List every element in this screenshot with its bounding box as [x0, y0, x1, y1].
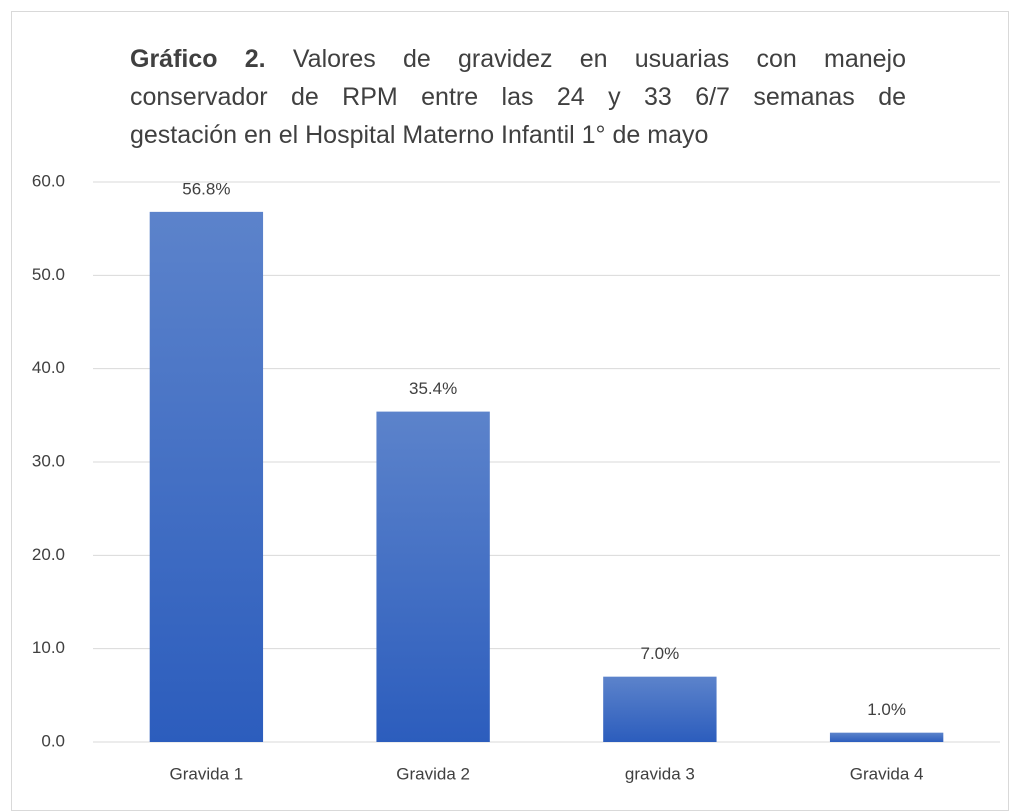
y-tick-label: 60.0: [32, 171, 65, 190]
y-tick-label: 0.0: [41, 731, 65, 750]
x-tick-label: Gravida 1: [170, 764, 244, 783]
chart-title: Gráfico 2. Valores de gravidez en usuari…: [130, 40, 906, 154]
y-tick-label: 20.0: [32, 545, 65, 564]
y-tick-label: 40.0: [32, 358, 65, 377]
bar: [829, 732, 944, 742]
data-label: 1.0%: [867, 700, 906, 719]
title-line: gestación en el Hospital Materno Infanti…: [130, 121, 709, 149]
data-label: 56.8%: [182, 179, 230, 198]
data-label: 35.4%: [409, 379, 457, 398]
data-label: 7.0%: [641, 644, 680, 663]
y-tick-label: 50.0: [32, 265, 65, 284]
bar: [603, 676, 717, 742]
title-prefix: Gráfico 2.: [130, 45, 266, 73]
title-line: Gráfico 2. Valores de gravidez en usuari…: [130, 40, 906, 78]
y-tick-label: 30.0: [32, 451, 65, 470]
x-tick-label: Gravida 4: [850, 764, 924, 783]
x-tick-label: Gravida 2: [396, 764, 470, 783]
x-tick-label: gravida 3: [625, 764, 695, 783]
bar: [149, 211, 264, 742]
bar: [376, 411, 490, 742]
y-tick-label: 10.0: [32, 638, 65, 657]
title-line: conservador de RPM entre las 24 y 33 6/7…: [130, 83, 906, 111]
title-text: Valores de gravidez en usuarias con mane…: [292, 45, 906, 73]
